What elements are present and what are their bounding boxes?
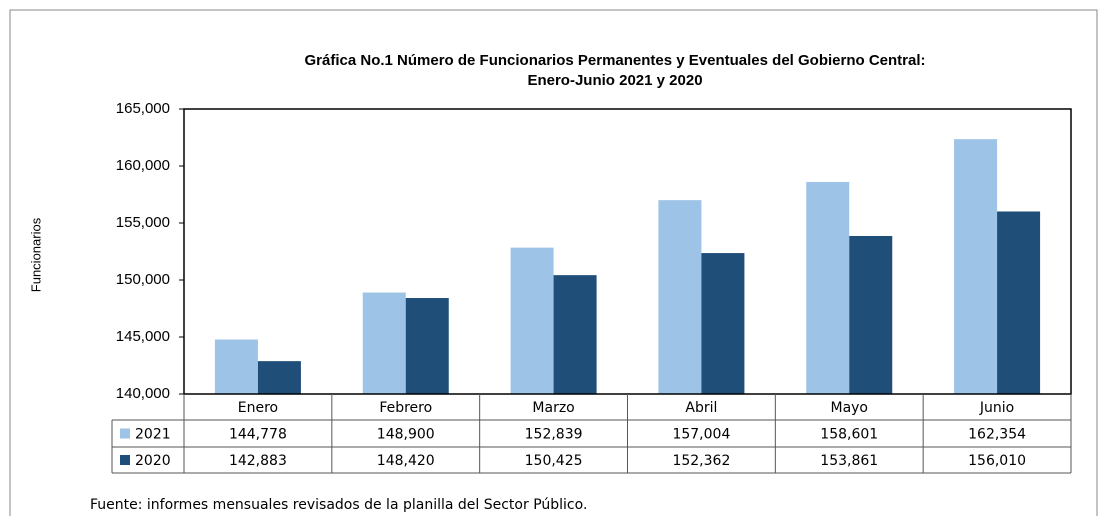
table-value: 157,004 bbox=[672, 427, 730, 443]
y-tick-label: 150,000 bbox=[116, 271, 170, 288]
bar bbox=[362, 292, 406, 394]
frame bbox=[9, 9, 1098, 516]
table-value: 152,839 bbox=[525, 427, 583, 443]
chart-title: Gráfica No.1 Número de Funcionarios Perm… bbox=[305, 52, 926, 69]
bar bbox=[214, 339, 258, 394]
x-tick-label: Mayo bbox=[830, 400, 868, 416]
plot-border bbox=[183, 108, 1072, 395]
bar bbox=[806, 181, 850, 394]
y-axis-label: Funcionarios bbox=[28, 217, 43, 292]
y-tick-label: 145,000 bbox=[116, 328, 170, 345]
legend-swatch bbox=[120, 428, 130, 439]
legend-label: 2021 bbox=[135, 427, 171, 443]
y-tick-label: 165,000 bbox=[116, 100, 170, 117]
chart-subtitle: Enero-Junio 2021 y 2020 bbox=[527, 72, 702, 89]
table-value: 156,010 bbox=[968, 453, 1026, 469]
table-value: 152,362 bbox=[672, 453, 730, 469]
y-tick-label: 160,000 bbox=[116, 157, 170, 174]
legend-label: 2020 bbox=[135, 453, 171, 469]
x-tick-label: Abril bbox=[685, 400, 717, 416]
table-value: 148,900 bbox=[377, 427, 435, 443]
bar bbox=[553, 275, 597, 394]
bar bbox=[257, 361, 301, 394]
bar bbox=[997, 211, 1041, 394]
bar bbox=[849, 235, 893, 394]
bar bbox=[701, 253, 745, 394]
table-value: 153,861 bbox=[820, 453, 878, 469]
y-tick-label: 140,000 bbox=[116, 385, 170, 402]
bar bbox=[658, 200, 702, 394]
bar bbox=[954, 139, 998, 394]
table-value: 150,425 bbox=[525, 453, 583, 469]
bar bbox=[405, 298, 449, 394]
table-value: 142,883 bbox=[229, 453, 287, 469]
table-value: 162,354 bbox=[968, 427, 1026, 443]
table-value: 158,601 bbox=[820, 427, 878, 443]
x-tick-label: Junio bbox=[979, 400, 1014, 416]
source-note: Fuente: informes mensuales revisados de … bbox=[90, 497, 587, 513]
legend-swatch bbox=[120, 455, 130, 465]
y-tick-label: 155,000 bbox=[116, 214, 170, 231]
table-value: 144,778 bbox=[229, 427, 287, 443]
table-value: 148,420 bbox=[377, 453, 435, 469]
x-tick-label: Febrero bbox=[379, 400, 432, 416]
x-tick-label: Enero bbox=[238, 400, 278, 416]
bar bbox=[510, 247, 554, 394]
x-tick-label: Marzo bbox=[532, 400, 574, 416]
